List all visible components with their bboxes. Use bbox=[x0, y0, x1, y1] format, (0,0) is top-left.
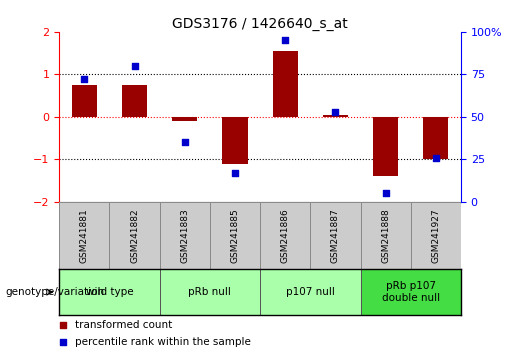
Text: GSM241927: GSM241927 bbox=[432, 208, 440, 263]
Point bbox=[80, 76, 89, 82]
FancyBboxPatch shape bbox=[160, 269, 260, 315]
Bar bbox=[172, 117, 197, 121]
Point bbox=[281, 38, 289, 43]
Text: GSM241883: GSM241883 bbox=[180, 208, 189, 263]
Bar bbox=[423, 117, 449, 159]
FancyBboxPatch shape bbox=[59, 269, 160, 315]
Text: p107 null: p107 null bbox=[286, 287, 335, 297]
FancyBboxPatch shape bbox=[410, 202, 461, 269]
FancyBboxPatch shape bbox=[160, 202, 210, 269]
Point bbox=[59, 339, 67, 344]
Text: GSM241888: GSM241888 bbox=[381, 208, 390, 263]
Bar bbox=[72, 85, 97, 117]
Point bbox=[382, 190, 390, 196]
FancyBboxPatch shape bbox=[360, 269, 461, 315]
Text: wild type: wild type bbox=[85, 287, 133, 297]
Bar bbox=[272, 51, 298, 117]
Bar bbox=[323, 115, 348, 117]
FancyBboxPatch shape bbox=[109, 202, 160, 269]
FancyBboxPatch shape bbox=[260, 269, 360, 315]
Bar bbox=[373, 117, 398, 176]
Point bbox=[231, 170, 239, 176]
Bar bbox=[222, 117, 248, 164]
FancyBboxPatch shape bbox=[360, 202, 410, 269]
Point bbox=[331, 109, 339, 115]
Text: percentile rank within the sample: percentile rank within the sample bbox=[75, 337, 251, 347]
FancyBboxPatch shape bbox=[210, 202, 260, 269]
Text: GSM241887: GSM241887 bbox=[331, 208, 340, 263]
Text: GSM241882: GSM241882 bbox=[130, 208, 139, 263]
Point bbox=[181, 139, 189, 145]
Point bbox=[130, 63, 139, 69]
Text: transformed count: transformed count bbox=[75, 320, 173, 330]
Point bbox=[59, 322, 67, 328]
FancyBboxPatch shape bbox=[260, 202, 310, 269]
Text: pRb null: pRb null bbox=[188, 287, 231, 297]
Text: genotype/variation: genotype/variation bbox=[5, 287, 104, 297]
Text: GSM241886: GSM241886 bbox=[281, 208, 289, 263]
FancyBboxPatch shape bbox=[310, 202, 360, 269]
Text: GSM241885: GSM241885 bbox=[231, 208, 239, 263]
Title: GDS3176 / 1426640_s_at: GDS3176 / 1426640_s_at bbox=[172, 17, 348, 31]
Text: GSM241881: GSM241881 bbox=[80, 208, 89, 263]
FancyBboxPatch shape bbox=[59, 202, 109, 269]
Point bbox=[432, 155, 440, 160]
Text: pRb p107
double null: pRb p107 double null bbox=[382, 281, 440, 303]
Bar bbox=[122, 85, 147, 117]
